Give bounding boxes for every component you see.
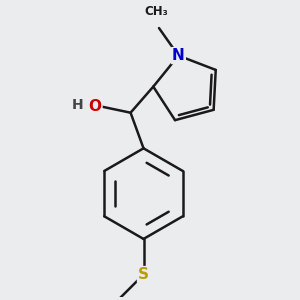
Text: N: N	[172, 48, 185, 63]
Text: S: S	[138, 267, 149, 282]
Text: CH₃: CH₃	[144, 5, 168, 18]
Text: O: O	[88, 99, 101, 114]
Text: H: H	[71, 98, 83, 112]
